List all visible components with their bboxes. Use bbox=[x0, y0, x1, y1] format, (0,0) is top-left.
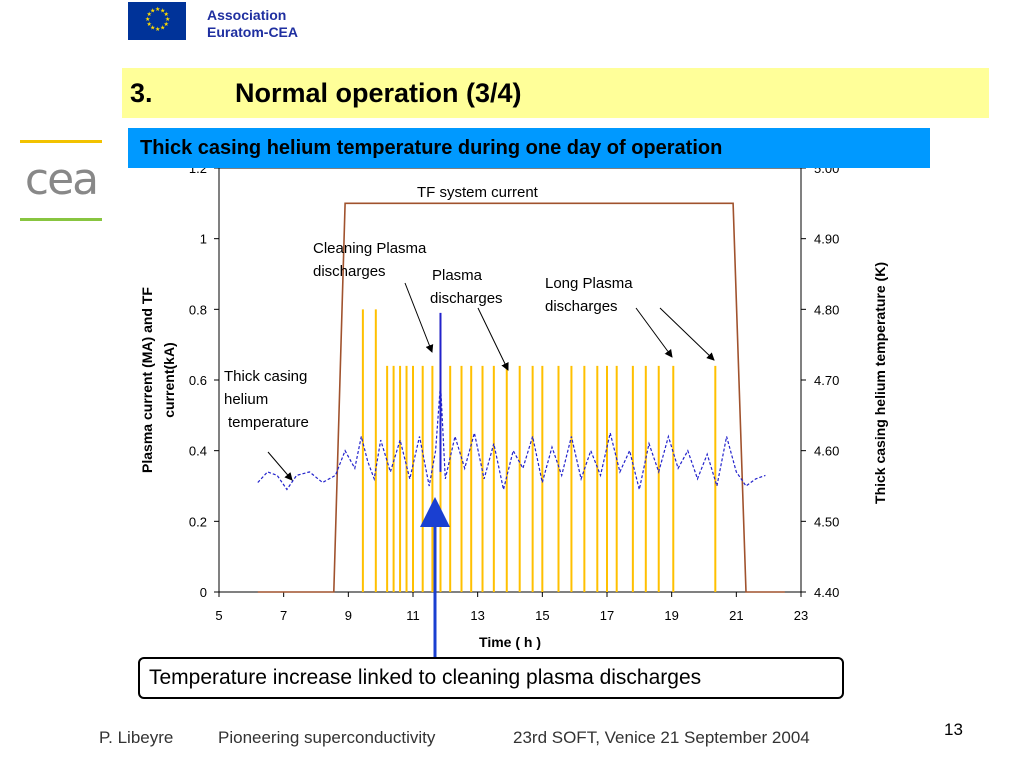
y-tick-label: 0.8 bbox=[189, 302, 207, 317]
svg-text:★: ★ bbox=[164, 11, 169, 18]
y2-tick-label: 4.70 bbox=[814, 373, 839, 388]
y-tick-label: 0.4 bbox=[189, 444, 207, 459]
y2-tick-label: 4.40 bbox=[814, 585, 839, 600]
annotation-arrow bbox=[404, 282, 434, 353]
subtitle-box bbox=[128, 128, 930, 168]
callout-box bbox=[138, 657, 844, 699]
x-tick-label: 15 bbox=[535, 608, 549, 623]
svg-text:★: ★ bbox=[150, 25, 155, 32]
svg-text:★: ★ bbox=[145, 16, 150, 23]
svg-text:★: ★ bbox=[150, 8, 155, 15]
page-number: 13 bbox=[944, 720, 963, 739]
y-tick-label: 1 bbox=[200, 232, 207, 247]
section-number: 3. bbox=[130, 78, 153, 108]
x-tick-label: 9 bbox=[345, 608, 352, 623]
annotation-cleaning: Cleaning Plasma bbox=[313, 240, 427, 257]
cea-logo-text: cea bbox=[25, 154, 97, 205]
y-tick-label: 0.6 bbox=[189, 373, 207, 388]
annotation-arrow bbox=[659, 307, 715, 361]
annotation-long: discharges bbox=[545, 298, 618, 315]
annotation-plasma: Plasma bbox=[432, 267, 483, 284]
svg-text:★: ★ bbox=[165, 16, 170, 23]
x-axis-title: Time ( h ) bbox=[479, 634, 541, 650]
svg-text:★: ★ bbox=[155, 6, 160, 13]
footer-event: 23rd SOFT, Venice 21 September 2004 bbox=[513, 728, 810, 747]
y2-axis-title: Thick casing helium temperature (K) bbox=[872, 262, 888, 504]
page-title: Normal operation (3/4) bbox=[235, 78, 522, 108]
footer-author: P. Libeyre bbox=[99, 728, 174, 747]
annotation-tf: TF system current bbox=[417, 184, 539, 201]
y-tick-label: 0.2 bbox=[189, 514, 207, 529]
svg-text:★: ★ bbox=[147, 11, 152, 18]
annotation-helium: temperature bbox=[228, 414, 309, 431]
cea-logo: cea bbox=[18, 138, 104, 224]
svg-text:★: ★ bbox=[160, 25, 165, 32]
annotation-cleaning: discharges bbox=[313, 263, 386, 280]
x-tick-label: 5 bbox=[215, 608, 222, 623]
annotation-arrow bbox=[267, 451, 293, 481]
y2-tick-label: 4.50 bbox=[814, 514, 839, 529]
annotation-helium: Thick casing bbox=[224, 368, 307, 385]
svg-text:★: ★ bbox=[155, 26, 160, 33]
annotation-arrow bbox=[635, 307, 673, 358]
annotation-helium: helium bbox=[224, 391, 268, 408]
y-tick-label: 0 bbox=[200, 585, 207, 600]
annotation-plasma: discharges bbox=[430, 290, 503, 307]
eu-flag-logo: ★ ★ ★ ★ ★ ★ ★ ★ ★ ★ ★ ★ bbox=[128, 2, 186, 40]
annotation-long: Long Plasma bbox=[545, 275, 633, 292]
helium-temperature-line bbox=[257, 383, 766, 491]
y2-tick-label: 4.80 bbox=[814, 302, 839, 317]
x-tick-label: 7 bbox=[280, 608, 287, 623]
x-tick-label: 21 bbox=[729, 608, 743, 623]
y-axis-title-line: Plasma current (MA) and TF bbox=[139, 287, 155, 473]
svg-text:★: ★ bbox=[164, 21, 169, 28]
svg-text:★: ★ bbox=[147, 21, 152, 28]
callout-text: Temperature increase linked to cleaning … bbox=[149, 666, 702, 689]
x-tick-label: 23 bbox=[794, 608, 808, 623]
x-tick-label: 17 bbox=[600, 608, 614, 623]
association-label: Association Euratom-CEA bbox=[207, 7, 299, 40]
x-tick-label: 11 bbox=[406, 608, 420, 623]
svg-text:★: ★ bbox=[160, 8, 165, 15]
y-axis-title: Plasma current (MA) and TF current(kA) bbox=[139, 287, 177, 473]
tf-current-line bbox=[257, 202, 785, 593]
x-tick-label: 13 bbox=[470, 608, 484, 623]
footer-topic: Pioneering superconductivity bbox=[218, 728, 436, 747]
y-axis-title-line: current(kA) bbox=[161, 342, 177, 417]
annotation-arrow bbox=[477, 307, 509, 371]
x-tick-label: 19 bbox=[664, 608, 678, 623]
title-bar bbox=[122, 68, 989, 118]
y2-tick-label: 4.90 bbox=[814, 232, 839, 247]
y2-tick-label: 4.60 bbox=[814, 444, 839, 459]
chart-subtitle: Thick casing helium temperature during o… bbox=[140, 137, 723, 159]
